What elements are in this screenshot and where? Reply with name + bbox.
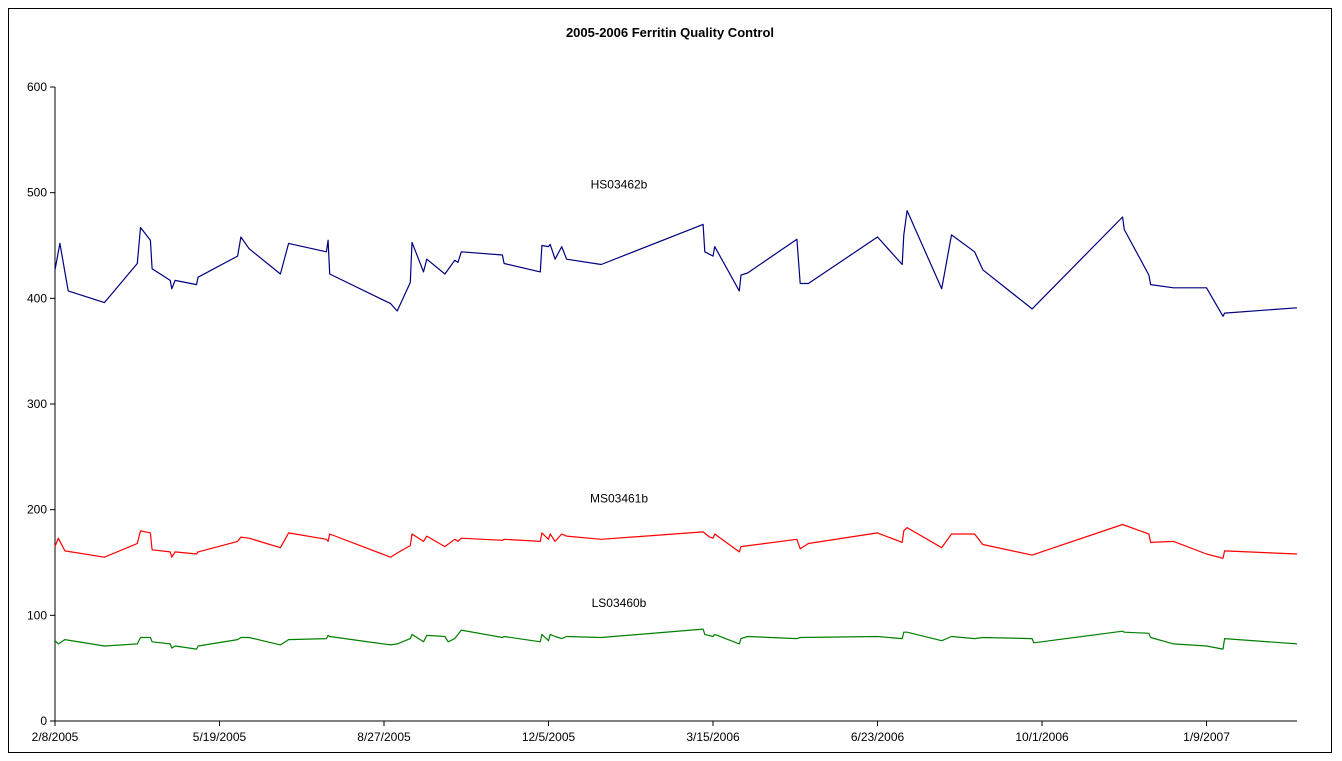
y-tick-label: 600 [27, 80, 47, 94]
y-tick-label: 100 [27, 608, 47, 622]
x-tick-label: 6/23/2006 [851, 730, 905, 744]
x-tick-label: 1/9/2007 [1183, 730, 1230, 744]
chart-title: 2005-2006 Ferritin Quality Control [566, 25, 774, 40]
series-line-ms03461b [54, 523, 1298, 559]
y-tick-label: 300 [27, 397, 47, 411]
y-tick-label: 500 [27, 186, 47, 200]
y-axis-ticks: 0 100 200 300 400 500 600 [27, 80, 55, 728]
chart-frame: 2005-2006 Ferritin Quality Control 0 100 2… [8, 8, 1332, 753]
line-chart: 2005-2006 Ferritin Quality Control 0 100 2… [27, 25, 1298, 744]
series-labels: HS03462b MS03461b LS03460b [590, 178, 648, 610]
series-line-ls03460b [54, 628, 1298, 650]
x-tick-label: 5/19/2005 [193, 730, 247, 744]
x-tick-label: 2/8/2005 [32, 730, 79, 744]
series-label: LS03460b [592, 596, 647, 610]
x-tick-label: 10/1/2006 [1015, 730, 1069, 744]
y-tick-label: 0 [40, 714, 47, 728]
y-tick-label: 200 [27, 503, 47, 517]
series-line-hs03462b [54, 210, 1298, 317]
y-tick-label: 400 [27, 291, 47, 305]
x-tick-label: 12/5/2005 [522, 730, 576, 744]
x-tick-label: 8/27/2005 [357, 730, 411, 744]
series-label: HS03462b [591, 178, 648, 192]
series-lines [54, 210, 1298, 650]
x-axis-ticks: 2/8/2005 5/19/2005 8/27/2005 12/5/2005 3/15/… [32, 721, 1230, 744]
x-tick-label: 3/15/2006 [686, 730, 740, 744]
series-label: MS03461b [590, 491, 648, 505]
